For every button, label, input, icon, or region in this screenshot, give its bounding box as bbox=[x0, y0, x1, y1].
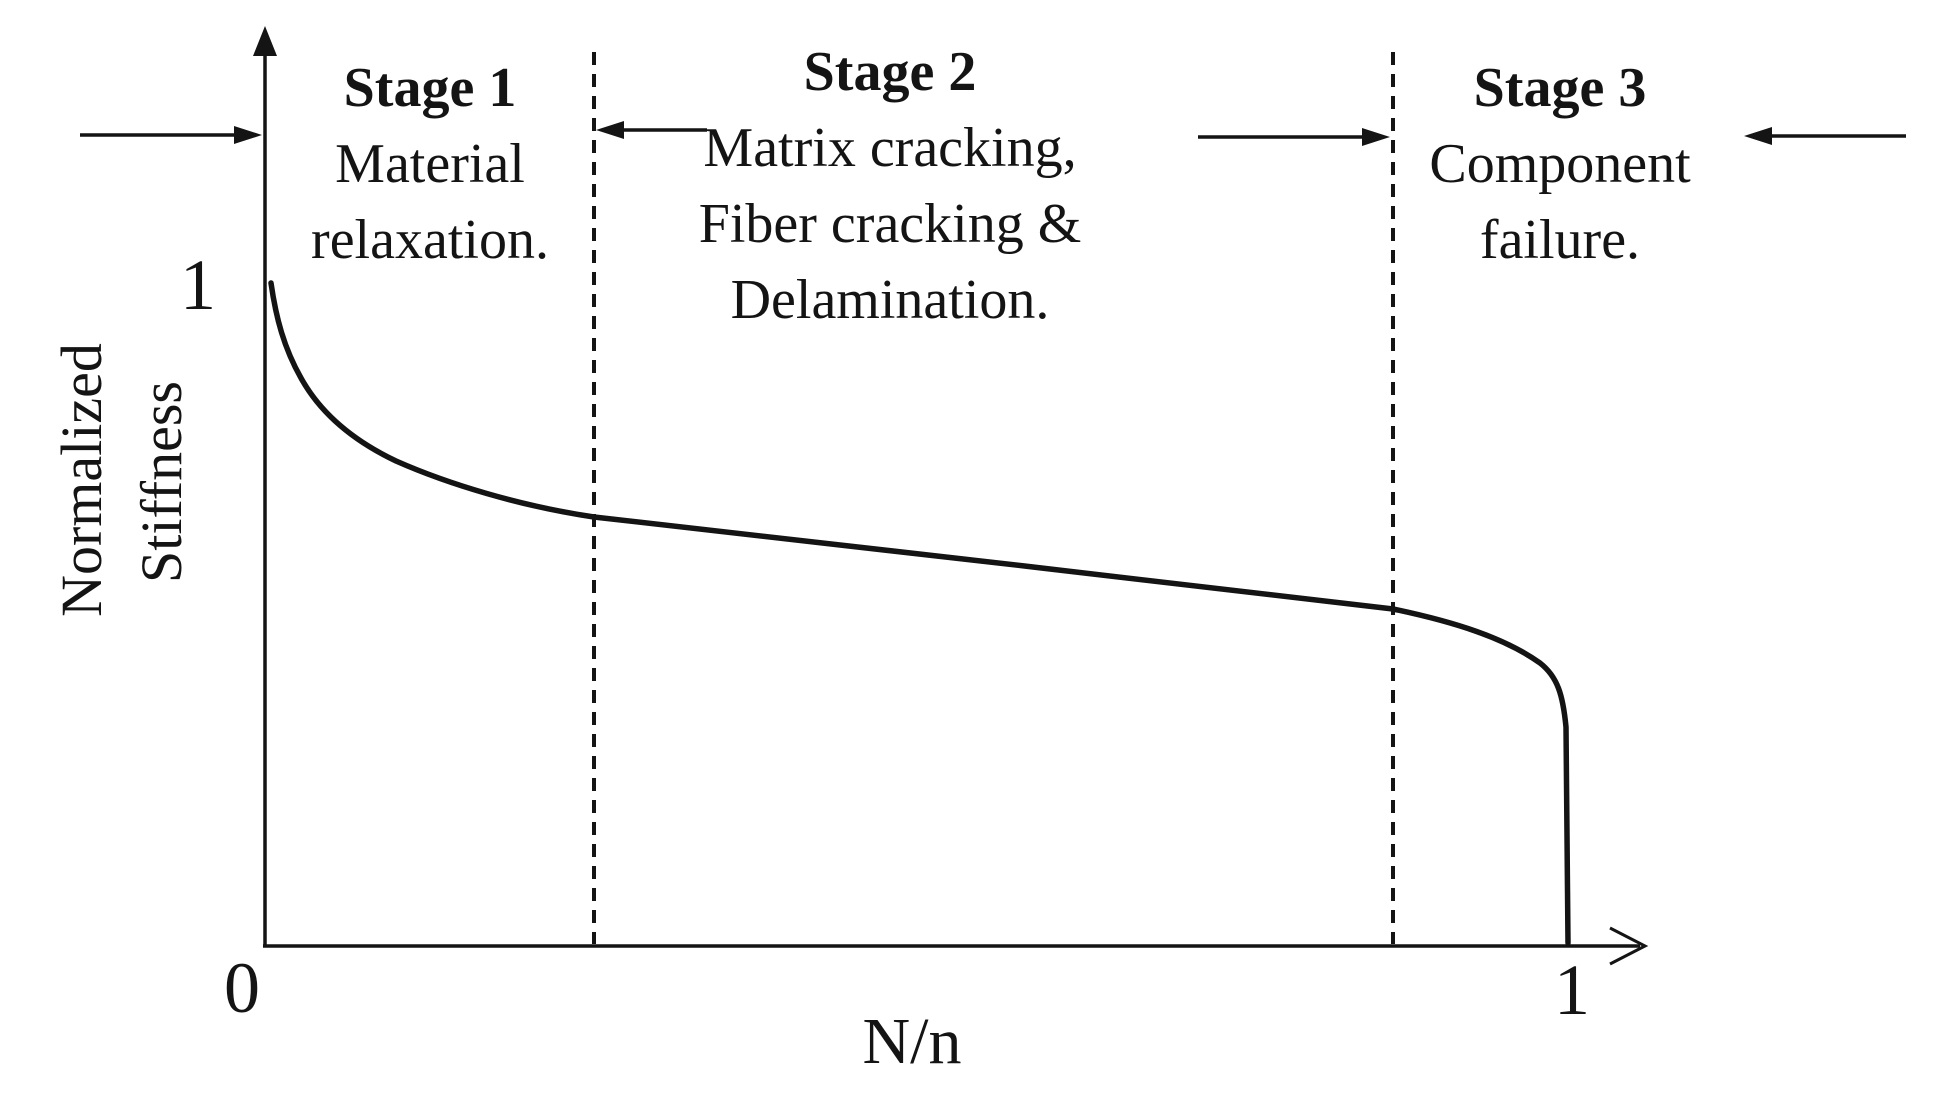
x-axis-tick-1: 1 bbox=[1554, 950, 1590, 1030]
stage2-annotation: Stage 2 Matrix cracking, Fiber cracking … bbox=[699, 34, 1082, 338]
y-axis-arrowhead-icon bbox=[253, 26, 277, 56]
stage3-right-arrow-icon bbox=[1744, 127, 1906, 145]
stage2-description-line: Fiber cracking & bbox=[698, 193, 1082, 255]
x-axis-title: N/n bbox=[862, 1005, 962, 1078]
stage2-title: Stage 2 bbox=[803, 41, 977, 103]
stage2-right-arrow-icon bbox=[1198, 128, 1390, 146]
stage2-description-line: Delamination. bbox=[730, 269, 1050, 331]
stage3-annotation: Stage 3 Component failure. bbox=[1429, 50, 1690, 278]
x-axis-tick-0: 0 bbox=[224, 948, 260, 1028]
x-axis-arrowhead-icon bbox=[1609, 926, 1649, 966]
stage1-annotation: Stage 1 Material relaxation. bbox=[311, 50, 549, 278]
stage3-description-line: Component bbox=[1429, 133, 1691, 195]
stage3-title: Stage 3 bbox=[1473, 57, 1647, 119]
y-axis-tick-1: 1 bbox=[180, 245, 216, 325]
stage1-left-arrow-icon bbox=[80, 126, 262, 144]
stage3-description-line: failure. bbox=[1479, 209, 1641, 271]
stiffness-curve bbox=[268, 280, 1571, 946]
stage1-description-line: Material bbox=[335, 133, 525, 195]
stage1-description-line: relaxation. bbox=[311, 209, 549, 271]
y-axis-title-line-1: Normalized bbox=[49, 343, 114, 617]
stage2-left-arrow-icon bbox=[596, 121, 707, 139]
y-axis-title-line-2: Stiffness bbox=[129, 381, 194, 583]
stage1-title: Stage 1 bbox=[343, 57, 517, 119]
stage2-description-line: Matrix cracking, bbox=[703, 117, 1077, 179]
